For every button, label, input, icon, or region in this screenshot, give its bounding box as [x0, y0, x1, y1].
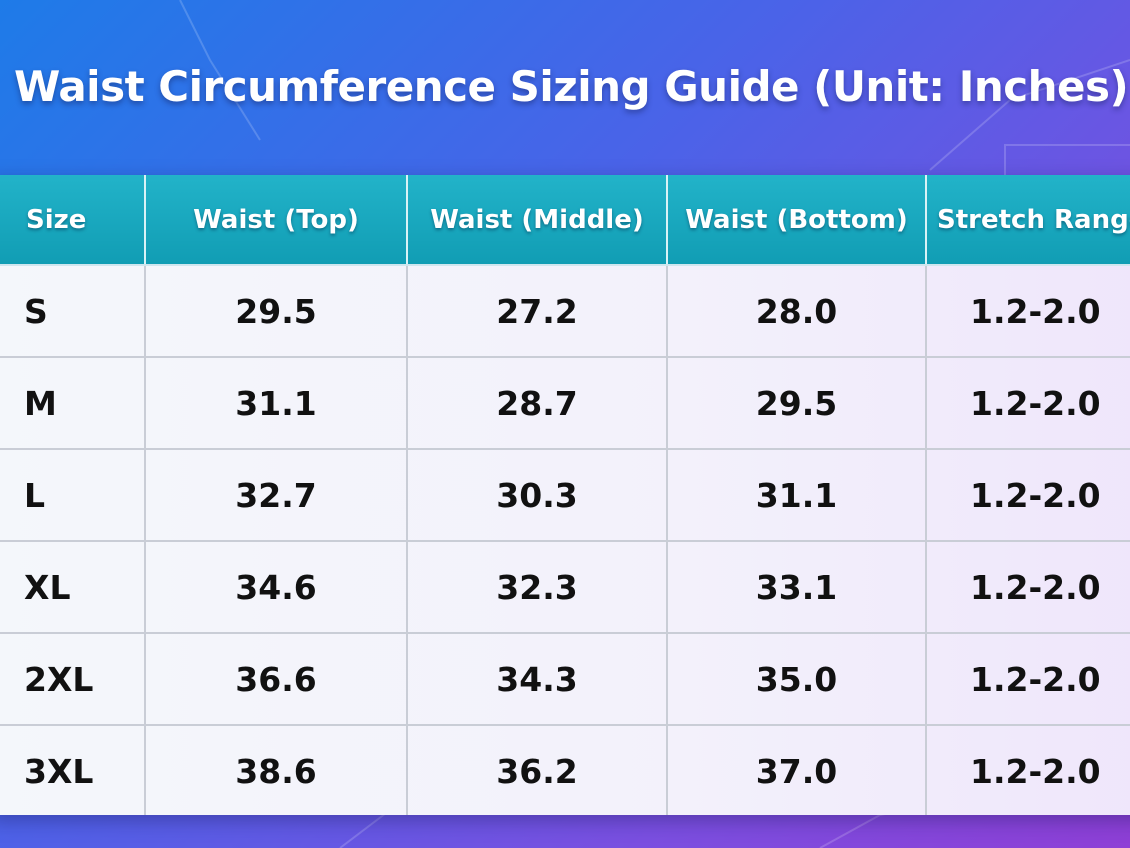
table-row: 3XL 38.6 36.2 37.0 1.2-2.0 — [0, 725, 1130, 815]
cell-waist-middle: 34.3 — [407, 633, 668, 726]
sizing-table: Size Waist (Top) Waist (Middle) Waist (B… — [0, 175, 1130, 815]
cell-size: 3XL — [0, 725, 146, 815]
page-title: Waist Circumference Sizing Guide (Unit: … — [14, 62, 1129, 111]
cell-stretch-range: 1.2-2.0 — [970, 751, 1101, 791]
cell-stretch-range: 1.2-2.0 — [926, 265, 1130, 358]
cell-waist-top: 38.6 — [145, 725, 408, 815]
cell-waist-top: 32.7 — [145, 449, 408, 542]
cell-waist-bottom: 28.0 — [667, 265, 927, 358]
cell-size: M — [0, 357, 146, 450]
cell-waist-middle: 36.2 — [407, 725, 668, 815]
cell-waist-top: 34.6 — [145, 541, 408, 634]
column-header-waist-middle: Waist (Middle) — [407, 175, 668, 266]
column-header-stretch-range: Stretch Range — [926, 175, 1130, 266]
cell-size: 2XL — [0, 633, 146, 726]
cell-waist-middle: 27.2 — [407, 265, 668, 358]
cell-waist-middle: 28.7 — [407, 357, 668, 450]
cell-size: XL — [0, 541, 146, 634]
table-row: L 32.7 30.3 31.1 1.2-2.0 — [0, 449, 1130, 542]
cell-waist-top: 31.1 — [145, 357, 408, 450]
cell-stretch-range: 1.2-2.0 — [926, 541, 1130, 634]
cell-waist-bottom: 37.0 — [667, 725, 927, 815]
cell-stretch-range: 1.2-2.0 — [926, 449, 1130, 542]
table-header-row: Size Waist (Top) Waist (Middle) Waist (B… — [0, 175, 1130, 266]
table-row: XL 34.6 32.3 33.1 1.2-2.0 — [0, 541, 1130, 634]
cell-waist-bottom: 29.5 — [667, 357, 927, 450]
cell-stretch-range: 1.2-2.0 — [926, 633, 1130, 726]
table-row: 2XL 36.6 34.3 35.0 1.2-2.0 — [0, 633, 1130, 726]
column-header-waist-top: Waist (Top) — [145, 175, 408, 266]
cell-waist-bottom: 35.0 — [667, 633, 927, 726]
cell-waist-top: 36.6 — [145, 633, 408, 726]
cell-size: L — [0, 449, 146, 542]
table-row: S 29.5 27.2 28.0 1.2-2.0 — [0, 265, 1130, 358]
cell-waist-middle: 30.3 — [407, 449, 668, 542]
column-header-waist-bottom: Waist (Bottom) — [667, 175, 927, 266]
cell-waist-top: 29.5 — [145, 265, 408, 358]
column-header-size: Size — [0, 175, 146, 266]
cell-stretch-range: 1.2-2.0 — [926, 357, 1130, 450]
cell-size: S — [0, 265, 146, 358]
cell-waist-middle: 32.3 — [407, 541, 668, 634]
cell-waist-bottom: 31.1 — [667, 449, 927, 542]
cell-waist-bottom: 33.1 — [667, 541, 927, 634]
table-row: M 31.1 28.7 29.5 1.2-2.0 — [0, 357, 1130, 450]
sizing-table-card: Size Waist (Top) Waist (Middle) Waist (B… — [0, 175, 1130, 815]
